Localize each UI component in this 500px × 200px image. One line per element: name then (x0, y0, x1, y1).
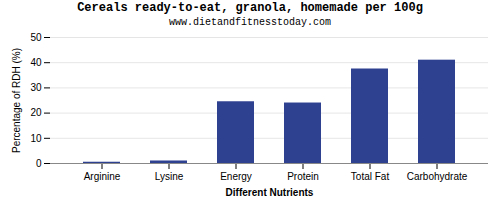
svg-text:40: 40 (30, 57, 42, 68)
svg-text:0: 0 (36, 158, 42, 169)
svg-text:Different Nutrients: Different Nutrients (226, 187, 314, 198)
svg-text:20: 20 (30, 107, 42, 118)
svg-text:30: 30 (30, 82, 42, 93)
svg-text:50: 50 (30, 32, 42, 43)
svg-text:Total Fat: Total Fat (351, 171, 390, 182)
svg-text:Energy: Energy (220, 171, 252, 182)
svg-text:Arginine: Arginine (84, 171, 121, 182)
svg-text:Protein: Protein (287, 171, 319, 182)
html-text:www.dietandfitnesstoday.com: www.dietandfitnesstoday.com (169, 17, 331, 28)
svg-text:Lysine: Lysine (155, 171, 184, 182)
svg-text:Carbohydrate: Carbohydrate (407, 171, 468, 182)
svg-text:10: 10 (30, 133, 42, 144)
svg-text:Percentage of RDH (%): Percentage of RDH (%) (11, 48, 22, 153)
html-text:Cereals ready-to-eat, granola,: Cereals ready-to-eat, granola, homemade … (77, 1, 423, 15)
